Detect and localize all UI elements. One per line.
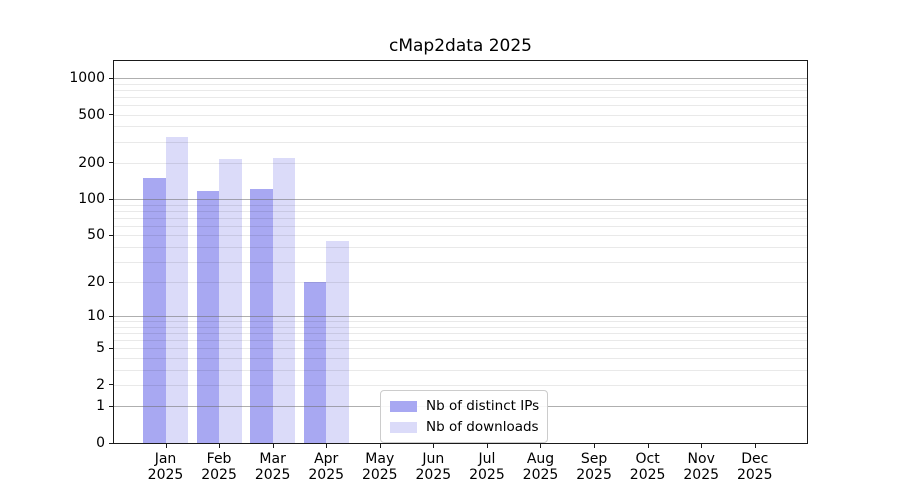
legend-swatch-distinct-ips bbox=[390, 400, 417, 412]
bar-mar-distinct-ips bbox=[250, 189, 273, 443]
x-tick bbox=[486, 444, 488, 448]
x-tick-label-jan: Jan 2025 bbox=[147, 451, 184, 483]
y-tick-label: 0 bbox=[96, 435, 105, 451]
x-tick-label-mar: Mar 2025 bbox=[254, 451, 291, 483]
gridline-minor bbox=[114, 321, 807, 323]
x-tick bbox=[647, 444, 649, 448]
gridline-minor bbox=[114, 246, 807, 248]
bar-jan-downloads bbox=[165, 136, 188, 443]
y-tick-label: 100 bbox=[78, 191, 105, 208]
y-tick bbox=[109, 162, 113, 164]
gridline-minor bbox=[114, 348, 807, 350]
gridline-minor bbox=[114, 114, 807, 116]
gridline-minor bbox=[114, 369, 807, 371]
x-tick bbox=[754, 444, 756, 448]
y-tick bbox=[109, 347, 113, 349]
gridline-minor bbox=[114, 83, 807, 85]
gridline-minor bbox=[114, 141, 807, 143]
gridline-minor bbox=[114, 217, 807, 219]
x-tick bbox=[219, 444, 221, 448]
gridline-minor bbox=[114, 340, 807, 342]
y-tick-label: 20 bbox=[87, 274, 105, 291]
bar-jan-distinct-ips bbox=[143, 178, 166, 443]
y-tick-label: 200 bbox=[78, 154, 105, 171]
x-tick-label-feb: Feb 2025 bbox=[201, 451, 237, 483]
gridline-major bbox=[114, 199, 807, 201]
bar-apr-downloads bbox=[326, 240, 349, 443]
gridline-minor bbox=[114, 204, 807, 206]
gridline-minor bbox=[114, 210, 807, 212]
y-tick bbox=[109, 384, 113, 386]
y-tick-label: 50 bbox=[87, 227, 105, 244]
gridline-minor bbox=[114, 326, 807, 328]
x-tick bbox=[594, 444, 596, 448]
legend-label-downloads: Nb of downloads bbox=[426, 419, 539, 435]
x-tick-label-aug: Aug 2025 bbox=[522, 451, 559, 483]
x-tick bbox=[379, 444, 381, 448]
x-tick-label-jul: Jul 2025 bbox=[469, 451, 505, 483]
x-tick bbox=[540, 444, 542, 448]
gridline-minor bbox=[114, 225, 807, 227]
y-tick bbox=[109, 114, 113, 116]
legend-entry-distinct-ips: Nb of distinct IPs bbox=[390, 398, 540, 414]
gridline-major bbox=[114, 316, 807, 318]
gridline-minor bbox=[114, 358, 807, 359]
x-tick-label-nov: Nov 2025 bbox=[683, 451, 720, 483]
gridline-major bbox=[114, 78, 807, 80]
bar-apr-distinct-ips bbox=[303, 282, 327, 443]
x-tick-label-jun: Jun 2025 bbox=[415, 451, 452, 483]
gridline-minor bbox=[114, 162, 807, 164]
y-tick bbox=[109, 77, 113, 79]
y-tick bbox=[109, 234, 113, 236]
y-tick bbox=[109, 405, 113, 407]
y-tick-label: 5 bbox=[96, 340, 105, 357]
legend-swatch-downloads bbox=[390, 421, 417, 433]
gridline-minor bbox=[114, 89, 807, 91]
gridline-minor bbox=[114, 282, 807, 284]
x-tick bbox=[165, 444, 167, 448]
y-tick-label: 1000 bbox=[69, 70, 105, 87]
y-tick bbox=[109, 281, 113, 283]
x-tick bbox=[272, 444, 274, 448]
gridline-minor bbox=[114, 333, 807, 335]
x-tick-label-dec: Dec 2025 bbox=[736, 451, 773, 483]
x-tick-label-oct: Oct 2025 bbox=[629, 451, 666, 483]
gridline-minor bbox=[114, 235, 807, 237]
bar-feb-downloads bbox=[219, 159, 242, 443]
x-tick-label-apr: Apr 2025 bbox=[308, 451, 345, 483]
y-tick-label: 10 bbox=[87, 308, 105, 325]
gridline-minor bbox=[114, 126, 807, 128]
x-tick-label-sep: Sep 2025 bbox=[576, 451, 612, 483]
gridline-minor bbox=[114, 261, 807, 263]
plot-area bbox=[113, 60, 808, 444]
x-tick-label-may: May 2025 bbox=[361, 451, 398, 483]
y-tick bbox=[109, 315, 113, 317]
y-tick bbox=[109, 198, 113, 200]
gridline-minor bbox=[114, 96, 807, 98]
legend: Nb of distinct IPs Nb of downloads bbox=[380, 390, 548, 443]
gridline-minor bbox=[114, 105, 807, 107]
legend-entry-downloads: Nb of downloads bbox=[390, 419, 539, 435]
x-tick bbox=[326, 444, 328, 448]
y-tick-label: 1 bbox=[96, 398, 105, 415]
y-tick-label: 500 bbox=[78, 106, 105, 123]
bar-mar-downloads bbox=[272, 157, 296, 443]
y-tick-label: 2 bbox=[96, 376, 105, 393]
chart-title: cMap2data 2025 bbox=[389, 36, 532, 56]
legend-label-distinct-ips: Nb of distinct IPs bbox=[426, 398, 540, 414]
x-tick bbox=[433, 444, 435, 448]
x-tick bbox=[701, 444, 703, 448]
gridline-minor bbox=[114, 384, 807, 386]
y-tick bbox=[109, 442, 113, 444]
